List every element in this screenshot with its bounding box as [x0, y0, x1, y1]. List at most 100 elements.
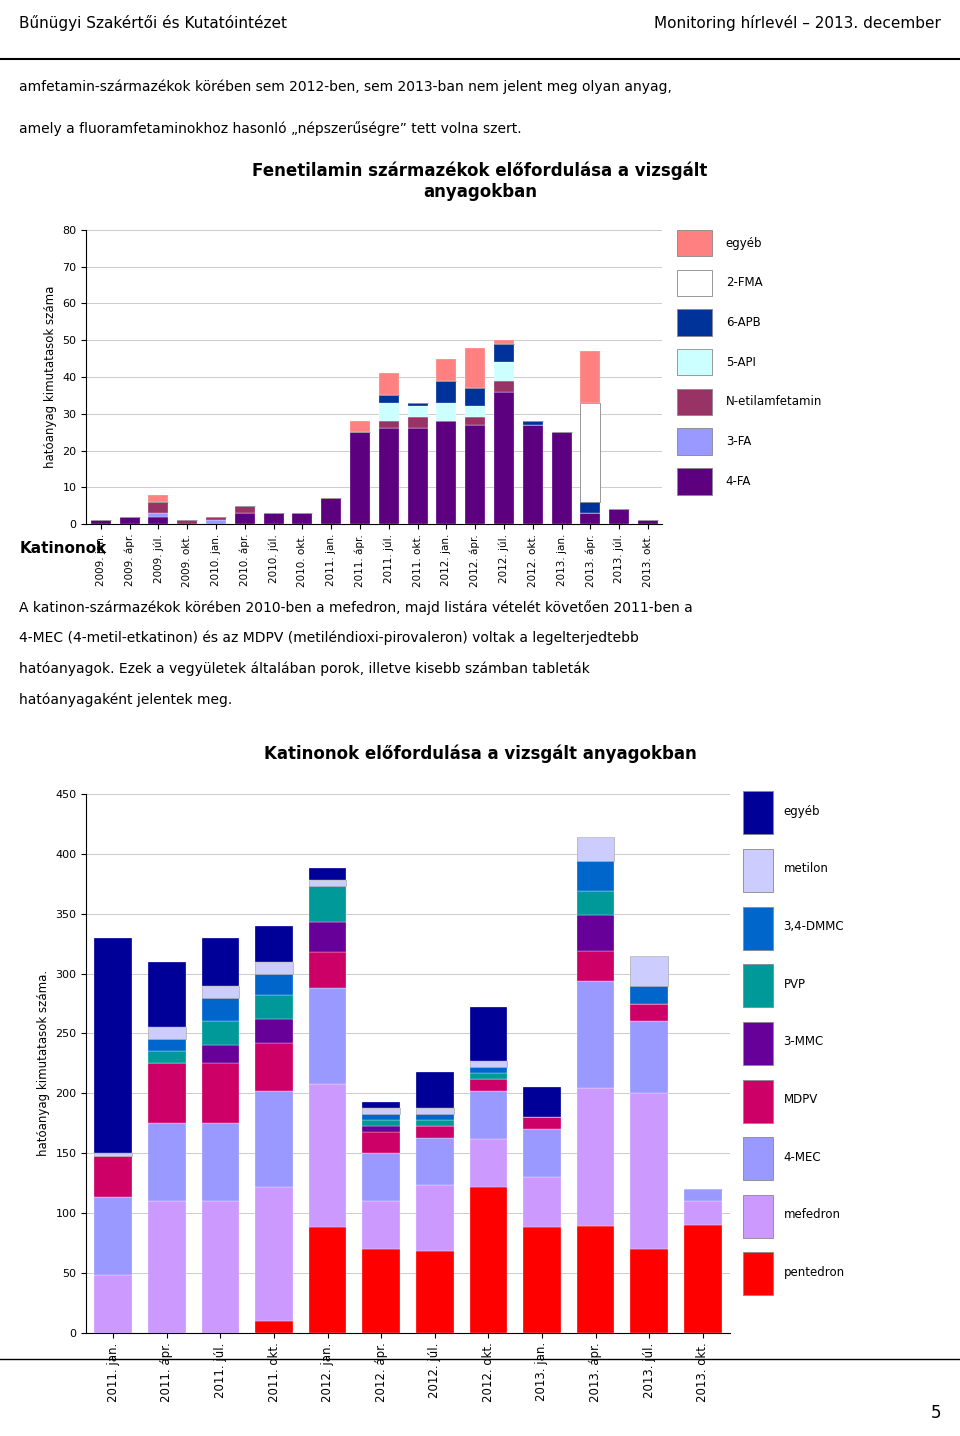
Bar	[493, 343, 515, 362]
Bar	[522, 421, 543, 425]
Bar	[416, 1186, 453, 1251]
Text: hatóanyagok. Ezek a vegyületek általában porok, illetve kisebb számban tableták: hatóanyagok. Ezek a vegyületek általában…	[19, 662, 590, 676]
Bar	[631, 1249, 668, 1333]
Bar	[177, 520, 198, 524]
Bar	[309, 869, 347, 880]
Bar	[416, 1107, 453, 1114]
Bar	[309, 1084, 347, 1228]
Bar	[148, 962, 185, 1028]
Text: Fenetilamin származékok előfordulása a vizsgált
anyagokban: Fenetilamin származékok előfordulása a v…	[252, 162, 708, 201]
Bar	[577, 951, 614, 981]
Bar	[292, 513, 313, 524]
Bar	[148, 1063, 185, 1123]
Bar	[94, 1275, 132, 1333]
Bar	[90, 520, 110, 524]
Bar	[309, 1228, 347, 1333]
Bar	[523, 1228, 561, 1333]
Bar	[523, 1117, 561, 1129]
Bar	[148, 1051, 185, 1063]
Bar	[148, 1028, 185, 1040]
Bar	[363, 1114, 400, 1120]
Bar	[437, 402, 457, 421]
Bar	[465, 406, 485, 418]
Bar	[609, 510, 630, 524]
Bar	[94, 1153, 132, 1156]
Text: 3-MMC: 3-MMC	[783, 1035, 824, 1048]
Bar	[523, 1178, 561, 1228]
Y-axis label: hatóanyag kimutatasok száma: hatóanyag kimutatasok száma	[44, 286, 57, 468]
FancyBboxPatch shape	[678, 468, 712, 494]
Bar	[94, 938, 132, 1153]
Bar	[469, 1061, 507, 1067]
Bar	[577, 1226, 614, 1333]
Text: MDPV: MDPV	[783, 1093, 818, 1106]
Bar	[469, 1073, 507, 1078]
Text: A katinon-származékok körében 2010-ben a mefedron, majd listára vételét követően: A katinon-származékok körében 2010-ben a…	[19, 600, 693, 615]
Bar	[577, 862, 614, 890]
FancyBboxPatch shape	[743, 791, 774, 834]
FancyBboxPatch shape	[743, 1137, 774, 1180]
Bar	[363, 1200, 400, 1249]
FancyBboxPatch shape	[678, 230, 712, 256]
Bar	[631, 1021, 668, 1093]
Bar	[255, 1321, 293, 1333]
Bar	[378, 402, 399, 421]
Bar	[309, 886, 347, 922]
Text: N-etilamfetamin: N-etilamfetamin	[726, 395, 822, 408]
Bar	[408, 406, 428, 418]
Bar	[416, 1071, 453, 1107]
FancyBboxPatch shape	[678, 270, 712, 296]
Bar	[309, 922, 347, 952]
Text: 4-MEC: 4-MEC	[783, 1150, 821, 1163]
Bar	[523, 1087, 561, 1117]
FancyBboxPatch shape	[743, 1195, 774, 1238]
Text: egyéb: egyéb	[726, 237, 762, 250]
Bar	[408, 402, 428, 406]
FancyBboxPatch shape	[743, 1022, 774, 1066]
Bar	[437, 421, 457, 524]
Bar	[469, 1007, 507, 1061]
Bar	[684, 1200, 722, 1225]
Text: pentedron: pentedron	[783, 1265, 845, 1279]
Text: egyéb: egyéb	[783, 804, 820, 819]
Text: hatóanyagaként jelentek meg.: hatóanyagaként jelentek meg.	[19, 694, 232, 708]
FancyBboxPatch shape	[743, 1252, 774, 1295]
Text: Bűnügyi Szakértői és Kutatóintézet: Bűnügyi Szakértői és Kutatóintézet	[19, 16, 287, 32]
Bar	[202, 1200, 239, 1333]
Bar	[684, 1189, 722, 1200]
Bar	[580, 352, 601, 402]
Bar	[637, 520, 658, 524]
Bar	[363, 1101, 400, 1107]
Bar	[263, 513, 284, 524]
Bar	[437, 359, 457, 381]
FancyBboxPatch shape	[743, 849, 774, 892]
Bar	[255, 1091, 293, 1186]
Bar	[631, 1004, 668, 1021]
Bar	[577, 915, 614, 951]
Bar	[580, 513, 601, 524]
Bar	[148, 1123, 185, 1200]
Bar	[493, 392, 515, 524]
Bar	[580, 402, 601, 503]
Bar	[363, 1107, 400, 1114]
Bar	[202, 998, 239, 1021]
Bar	[202, 938, 239, 985]
Bar	[255, 974, 293, 995]
Bar	[378, 428, 399, 524]
Bar	[148, 1040, 185, 1051]
Bar	[255, 1186, 293, 1321]
Bar	[577, 1088, 614, 1226]
FancyBboxPatch shape	[678, 389, 712, 415]
Bar	[631, 1093, 668, 1249]
Bar	[94, 1156, 132, 1198]
Bar	[469, 1078, 507, 1091]
Text: Monitoring hírlevél – 2013. december: Monitoring hírlevél – 2013. december	[654, 16, 941, 32]
Bar	[465, 388, 485, 406]
Text: 2-FMA: 2-FMA	[726, 276, 762, 289]
Bar	[202, 1045, 239, 1063]
Bar	[206, 520, 227, 524]
Text: Katinonok előfordulása a vizsgált anyagokban: Katinonok előfordulása a vizsgált anyago…	[264, 745, 696, 763]
Bar	[148, 1200, 185, 1333]
Text: metilon: metilon	[783, 863, 828, 876]
Bar	[577, 837, 614, 862]
